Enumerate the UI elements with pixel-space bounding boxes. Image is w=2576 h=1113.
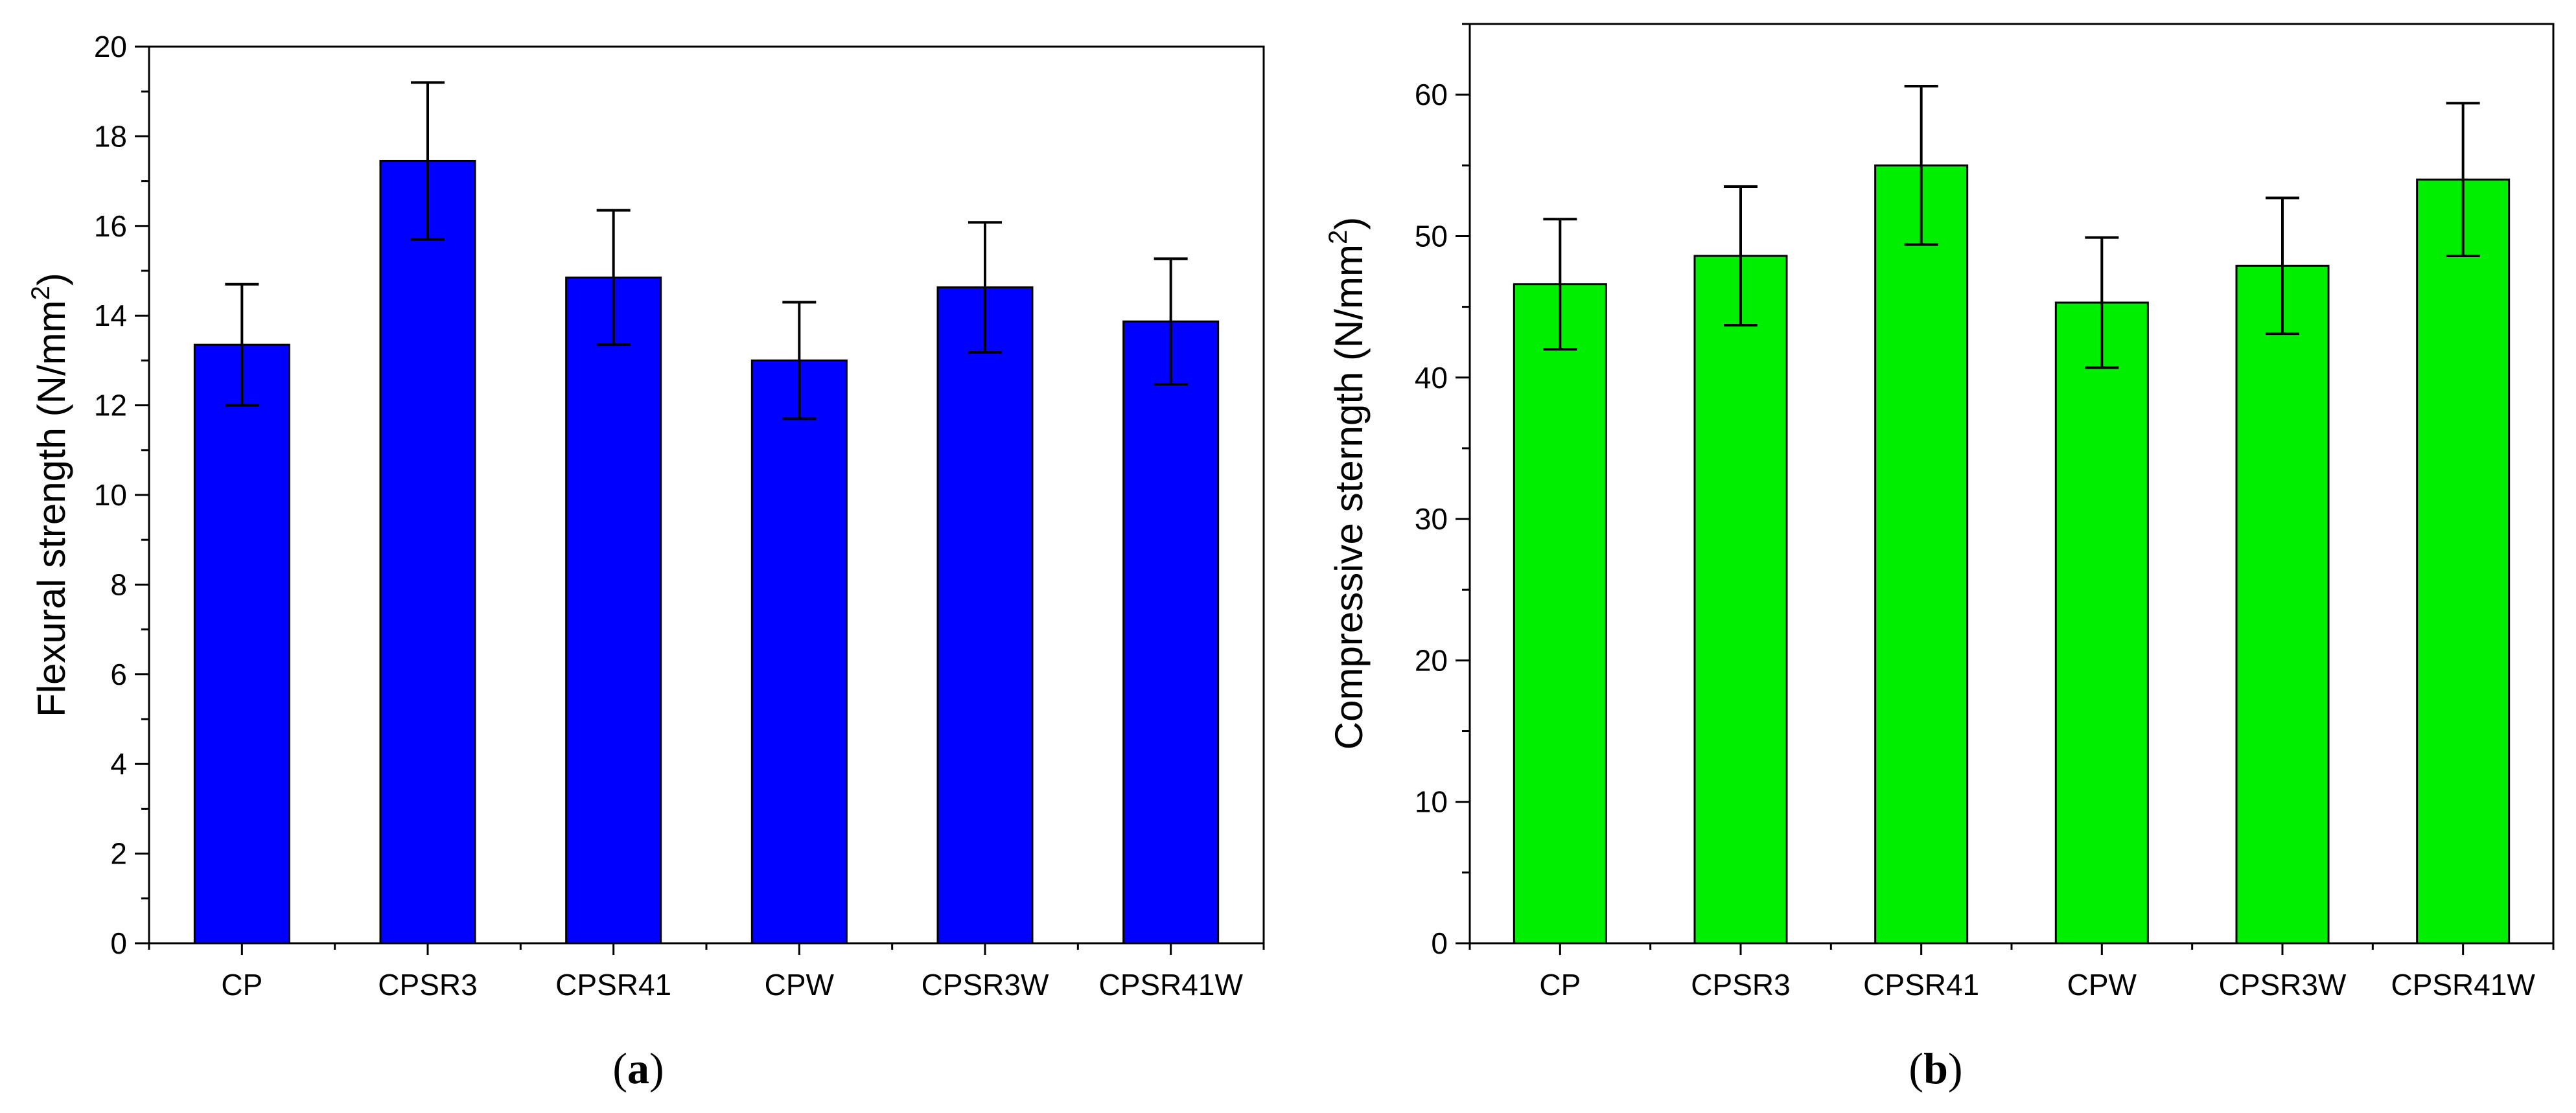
panel-a-y-axis: 0 2 4 6 8 10 12 14 16 18 20 xyxy=(94,30,149,960)
panel-b-error-bar-cpsr3w xyxy=(2266,196,2299,336)
panel-b-y-axis-label: Compressive sterngth (N/mm2) xyxy=(1324,217,1371,750)
panel-b-error-bar-cpsr41w xyxy=(2446,102,2480,258)
panel-a-error-bar-cpw xyxy=(782,301,817,420)
panel-a-error-bar-cp xyxy=(225,282,259,407)
panel-b-x-axis: CP CPSR3 CPSR41 CPW CPSR3W CPSR41W xyxy=(1468,943,2555,1002)
panel-a-bar-cpsr41 xyxy=(565,276,662,945)
panel-a-y-axis-label: Flexural strength (N/mm2) xyxy=(27,273,73,717)
panel-a-plot-frame xyxy=(148,45,1265,945)
panel-a-bar-cpsr3w xyxy=(936,286,1034,945)
panel-b-bar-cpsr41 xyxy=(1874,164,1969,945)
panel-a-x-tick-label: CPW xyxy=(765,968,835,1002)
panel-b-error-bar-cpsr3 xyxy=(1724,185,1758,327)
panel-b-y-tick-label: 0 xyxy=(1431,926,1448,960)
panel-a-y-tick-label: 12 xyxy=(94,389,127,422)
panel-b-x-tick-label: CPSR41W xyxy=(2391,968,2535,1002)
panel-a-y-tick-label: 20 xyxy=(94,30,127,63)
panel-a-bar-cp xyxy=(193,343,290,945)
panel-b-error-bar-cp xyxy=(1543,218,1577,351)
panel-b-y-axis: 0 10 20 30 40 50 60 xyxy=(1415,23,1470,960)
panel-a-error-bar-cpsr41 xyxy=(596,209,631,347)
panel-a-bar-cpw xyxy=(750,359,848,945)
panel-b-caption: (b) xyxy=(1909,1044,1962,1093)
panel-a-y-tick-label: 18 xyxy=(94,119,127,153)
panel-a-y-tick-label: 14 xyxy=(94,299,127,332)
panel-a-error-bar-cpsr3 xyxy=(411,81,445,241)
panel-b-bar-cpsr41w xyxy=(2416,178,2511,945)
panel-a-x-tick-label: CPSR3W xyxy=(922,968,1049,1002)
panel-b-bar-cp xyxy=(1513,283,1607,945)
panel-a-y-tick-label: 16 xyxy=(94,209,127,243)
panel-a-y-tick-label: 2 xyxy=(110,837,127,871)
panel-b-plot-frame xyxy=(1468,23,2555,945)
panel-a-x-tick-label: CPSR41W xyxy=(1098,968,1243,1002)
panel-b-x-tick-label: CPSR3W xyxy=(2219,968,2347,1002)
panel-b: 0 10 20 30 40 50 60 CP CPSR3 CPSR41 CPW CPSR3W CPSR… xyxy=(1324,23,2555,1093)
panel-b-error-bar-cpsr41 xyxy=(1904,85,1938,246)
panel-b-y-tick-label: 10 xyxy=(1415,785,1448,819)
panel-b-x-tick-label: CPW xyxy=(2067,968,2137,1002)
panel-b-x-tick-label: CP xyxy=(1539,968,1581,1002)
panel-a: 0 2 4 6 8 10 12 14 16 18 20 CP CPSR3 CPSR41 CPW CPSR3W… xyxy=(27,30,1265,1093)
panel-a-bar-cpsr3 xyxy=(379,159,476,945)
panel-a-x-axis: CP CPSR3 CPSR41 CPW CPSR3W CPSR41W xyxy=(148,943,1265,1002)
panel-a-x-tick-label: CPSR41 xyxy=(555,968,671,1002)
panel-b-bar-cpsr3w xyxy=(2235,264,2330,945)
panel-a-y-tick-label: 0 xyxy=(110,926,127,960)
panel-b-x-tick-label: CPSR41 xyxy=(1863,968,1979,1002)
panel-b-y-tick-label: 40 xyxy=(1415,361,1448,395)
panel-b-bar-cpw xyxy=(2054,301,2149,945)
panel-b-x-tick-label: CPSR3 xyxy=(1691,968,1790,1002)
panel-a-bar-cpsr41w xyxy=(1122,320,1220,945)
panel-a-y-tick-label: 10 xyxy=(94,478,127,512)
panel-b-error-bar-cpw xyxy=(2085,236,2119,369)
panel-a-x-tick-label: CPSR3 xyxy=(378,968,477,1002)
panel-a-y-tick-label: 8 xyxy=(110,568,127,601)
panel-a-bars xyxy=(193,81,1220,945)
panel-b-y-tick-label: 50 xyxy=(1415,219,1448,253)
panel-b-bars xyxy=(1513,85,2511,945)
panel-a-error-bar-cpsr41w xyxy=(1154,257,1188,386)
panel-a-error-bar-cpsr3w xyxy=(968,221,1002,354)
panel-b-y-tick-label: 60 xyxy=(1415,78,1448,111)
panel-a-caption: (a) xyxy=(612,1044,664,1093)
panel-b-y-tick-label: 20 xyxy=(1415,643,1448,677)
panel-a-y-tick-label: 6 xyxy=(110,658,127,691)
panel-a-y-tick-label: 4 xyxy=(110,747,127,781)
panel-b-bar-cpsr3 xyxy=(1693,255,1788,945)
panel-a-x-tick-label: CP xyxy=(221,968,262,1002)
panel-b-y-tick-label: 30 xyxy=(1415,502,1448,536)
